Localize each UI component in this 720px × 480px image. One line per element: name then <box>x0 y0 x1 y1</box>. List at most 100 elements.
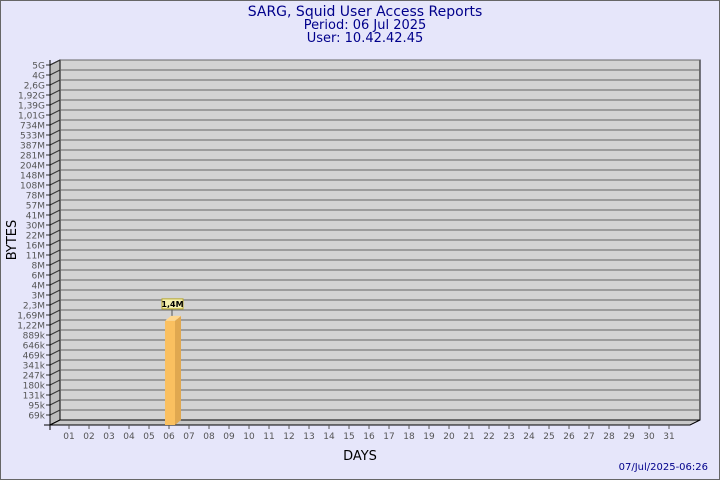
y-tick-label: 646k <box>23 342 46 352</box>
y-tick-diagonal <box>49 289 61 296</box>
y-tick-diagonal <box>49 79 61 86</box>
data-label: 1,4M <box>161 300 183 309</box>
bar <box>165 320 175 425</box>
y-tick-label: 22M <box>26 232 45 242</box>
chart-title: SARG, Squid User Access Reports <box>248 4 483 20</box>
y-tick-label: 1,22M <box>17 322 45 332</box>
x-tick-label: 26 <box>563 432 575 442</box>
y-tick-label: 387M <box>20 142 45 152</box>
y-tick-diagonal <box>49 69 61 76</box>
y-tick-label: 180k <box>23 382 46 392</box>
y-tick-label: 734M <box>20 122 45 132</box>
x-tick-label: 20 <box>443 432 455 442</box>
y-tick-label: 11M <box>26 252 45 262</box>
x-tick-label: 19 <box>423 432 435 442</box>
data-label-box <box>161 298 184 310</box>
y-tick-diagonal <box>49 329 61 336</box>
x-tick-label: 08 <box>203 432 215 442</box>
y-tick-label: 8M <box>32 262 46 272</box>
y-tick-label: 533M <box>20 132 45 142</box>
y-tick-diagonal <box>49 239 61 246</box>
y-tick-label: 69k <box>28 412 45 422</box>
footer-timestamp: 07/Jul/2025-06:26 <box>619 462 708 473</box>
x-tick-label: 03 <box>103 432 114 442</box>
y-tick-label: 1,01G <box>18 112 45 122</box>
bar-side <box>175 315 181 425</box>
x-tick-label: 13 <box>303 432 314 442</box>
y-axis-label: BYTES <box>5 220 20 261</box>
y-tick-diagonal <box>49 409 61 416</box>
y-tick-diagonal <box>49 299 61 306</box>
y-tick-label: 2,6G <box>24 82 45 92</box>
y-tick-diagonal <box>49 219 61 226</box>
x-tick-label: 14 <box>323 432 335 442</box>
y-tick-diagonal <box>49 369 61 376</box>
x-tick-label: 27 <box>583 432 594 442</box>
x-tick-label: 12 <box>283 432 294 442</box>
x-tick-label: 18 <box>403 432 415 442</box>
y-tick-diagonal <box>49 249 61 256</box>
x-tick-label: 06 <box>163 432 175 442</box>
y-tick-label: 41M <box>26 212 45 222</box>
y-tick-label: 131k <box>23 392 46 402</box>
y-tick-diagonal <box>49 99 61 106</box>
y-tick-label: 3M <box>32 292 46 302</box>
y-tick-diagonal <box>49 349 61 356</box>
y-tick-diagonal <box>49 319 61 326</box>
y-tick-diagonal <box>49 269 61 276</box>
y-tick-diagonal <box>49 399 61 406</box>
y-tick-label: 108M <box>20 182 45 192</box>
x-tick-label: 21 <box>463 432 474 442</box>
y-tick-diagonal <box>49 309 61 316</box>
x-tick-label: 29 <box>623 432 635 442</box>
chart-user: User: 10.42.42.45 <box>307 31 423 46</box>
y-tick-diagonal <box>49 199 61 206</box>
x-tick-label: 25 <box>543 432 554 442</box>
y-tick-diagonal <box>49 179 61 186</box>
x-tick-label: 09 <box>223 432 235 442</box>
y-tick-label: 4M <box>32 282 46 292</box>
y-tick-label: 469k <box>23 352 46 362</box>
y-tick-diagonal <box>49 359 61 366</box>
x-tick-label: 01 <box>63 432 74 442</box>
x-tick-label: 23 <box>503 432 514 442</box>
x-tick-label: 28 <box>603 432 615 442</box>
y-tick-diagonal <box>49 389 61 396</box>
x-axis-label: DAYS <box>343 449 377 464</box>
y-tick-label: 16M <box>26 242 45 252</box>
y-tick-diagonal <box>49 279 61 286</box>
floor <box>49 419 701 426</box>
y-tick-diagonal <box>49 189 61 196</box>
x-tick-label: 16 <box>363 432 375 442</box>
x-tick-label: 17 <box>383 432 394 442</box>
y-tick-label: 4G <box>32 72 45 82</box>
y-tick-diagonal <box>49 159 61 166</box>
y-tick-diagonal <box>49 229 61 236</box>
y-tick-diagonal <box>49 169 61 176</box>
bar-top <box>165 315 181 321</box>
y-tick-diagonal <box>49 109 61 116</box>
y-tick-label: 2,3M <box>23 302 45 312</box>
x-tick-label: 04 <box>123 432 135 442</box>
y-tick-label: 148M <box>20 172 45 182</box>
y-tick-label: 1,69M <box>17 312 45 322</box>
x-tick-label: 07 <box>183 432 194 442</box>
y-tick-diagonal <box>49 59 61 66</box>
y-tick-diagonal <box>49 379 61 386</box>
y-tick-label: 95k <box>28 402 45 412</box>
y-tick-label: 247k <box>23 372 46 382</box>
y-tick-diagonal <box>49 339 61 346</box>
x-tick-label: 15 <box>343 432 354 442</box>
y-tick-label: 1,39G <box>18 102 45 112</box>
x-tick-label: 05 <box>143 432 154 442</box>
y-tick-label: 57M <box>26 202 45 212</box>
y-tick-diagonal <box>49 139 61 146</box>
x-tick-label: 10 <box>243 432 255 442</box>
y-tick-label: 6M <box>32 272 46 282</box>
y-tick-label: 204M <box>20 162 45 172</box>
y-tick-diagonal <box>49 209 61 216</box>
y-tick-label: 341k <box>23 362 46 372</box>
y-tick-diagonal <box>49 119 61 126</box>
y-tick-label: 281M <box>20 152 45 162</box>
